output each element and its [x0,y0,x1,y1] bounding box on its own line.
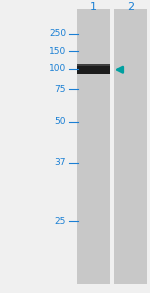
Bar [76,64,110,74]
Text: 1: 1 [90,2,96,12]
Bar [114,9,147,284]
Text: 75: 75 [54,85,66,94]
Text: 25: 25 [55,217,66,226]
Text: 2: 2 [127,2,134,12]
Text: 250: 250 [49,29,66,38]
Bar [76,64,110,66]
Bar [76,9,110,284]
Text: 37: 37 [54,158,66,167]
Text: 150: 150 [49,47,66,56]
Text: 100: 100 [49,64,66,73]
Text: 50: 50 [54,117,66,126]
